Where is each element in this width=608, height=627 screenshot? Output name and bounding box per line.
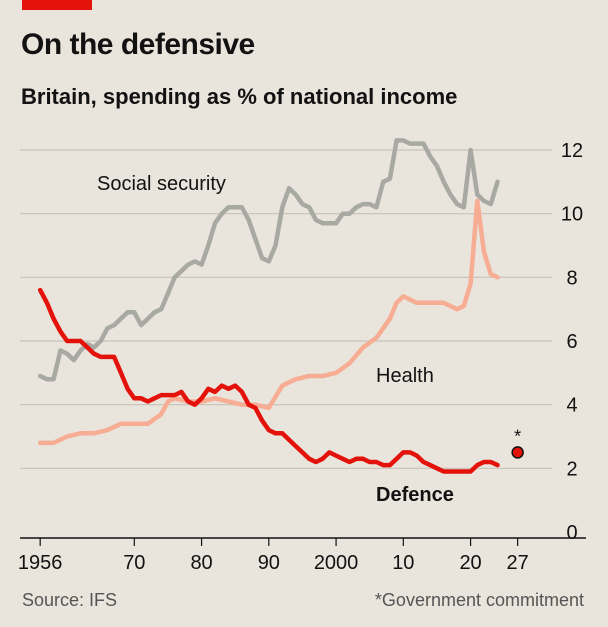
commitment-asterisk: *	[514, 426, 521, 446]
x-tick-label: 10	[392, 552, 414, 574]
source-note: Source: IFS	[22, 590, 118, 610]
y-tick-label: 10	[561, 204, 583, 226]
series-label-defence: Defence	[376, 484, 454, 506]
x-tick-label: 1956	[18, 552, 63, 574]
y-tick-label: 8	[566, 267, 577, 289]
y-tick-label: 0	[566, 522, 577, 544]
series-line-health	[37, 198, 500, 446]
series-label-social-security: Social security	[97, 173, 226, 195]
x-tick-label: 90	[258, 552, 280, 574]
x-tick-label: 2000	[314, 552, 359, 574]
series-label-health: Health	[376, 365, 434, 387]
series-line-defence	[37, 287, 500, 474]
chart-title: On the defensive	[21, 28, 255, 61]
y-tick-label: 6	[566, 331, 577, 353]
x-tick-label: 70	[123, 552, 145, 574]
footnote: *Government commitment	[374, 590, 584, 610]
x-tick-label: 27	[507, 552, 529, 574]
y-tick-label: 4	[566, 395, 577, 417]
commitment-point	[511, 446, 524, 459]
series-line-social-security	[37, 138, 500, 382]
x-tick-label: 20	[459, 552, 481, 574]
y-tick-label: 12	[561, 140, 583, 162]
x-tick-label: 80	[190, 552, 212, 574]
accent-bar	[22, 0, 92, 10]
y-tick-label: 2	[566, 458, 577, 480]
chart-subtitle: Britain, spending as % of national incom…	[21, 84, 458, 109]
